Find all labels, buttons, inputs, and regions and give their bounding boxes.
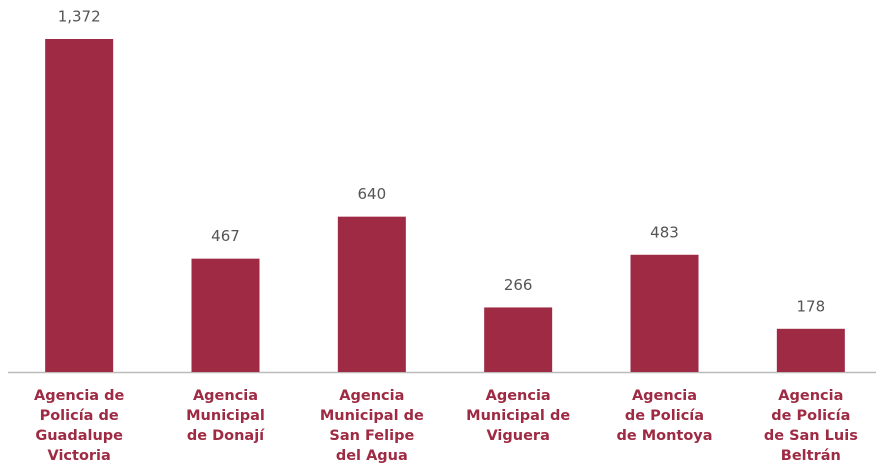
x-tick-label: Victoria: [47, 448, 110, 464]
value-label: 483: [650, 223, 679, 241]
bar: [776, 328, 845, 372]
value-label: 1,372: [58, 8, 101, 26]
x-tick-label: Agencia: [778, 388, 843, 404]
x-tick-label: Agencia: [486, 388, 551, 404]
bar: [45, 39, 114, 372]
x-tick-label: Policía de: [40, 408, 119, 424]
x-tick-label: de San Luis: [764, 428, 858, 444]
bar: [630, 254, 699, 372]
value-label: 640: [358, 185, 387, 203]
x-tick-label: Agencia: [632, 388, 697, 404]
x-tick-label: Beltrán: [781, 448, 841, 464]
x-tick-label: del Agua: [336, 448, 408, 464]
x-tick-label: de Donají: [187, 428, 265, 444]
x-tick-label: Municipal de: [466, 408, 570, 424]
x-tick-label: de Montoya: [616, 428, 712, 444]
x-tick-label: de Policía: [771, 408, 850, 424]
bar: [484, 307, 553, 372]
x-tick-label: Municipal: [186, 408, 265, 424]
x-tick-label: Municipal de: [320, 408, 424, 424]
bar: [191, 258, 260, 372]
x-tick-label: San Felipe: [329, 428, 414, 444]
x-tick-label: Agencia de: [34, 388, 125, 404]
value-label: 178: [797, 297, 826, 315]
x-tick-label: Viguera: [486, 428, 549, 444]
x-tick-label: Agencia: [339, 388, 404, 404]
value-label: 266: [504, 276, 533, 294]
x-tick-label: Guadalupe: [35, 428, 123, 444]
x-tick-label: Agencia: [193, 388, 258, 404]
bar: [337, 216, 406, 372]
value-label: 467: [211, 227, 240, 245]
x-tick-label: de Policía: [625, 408, 704, 424]
